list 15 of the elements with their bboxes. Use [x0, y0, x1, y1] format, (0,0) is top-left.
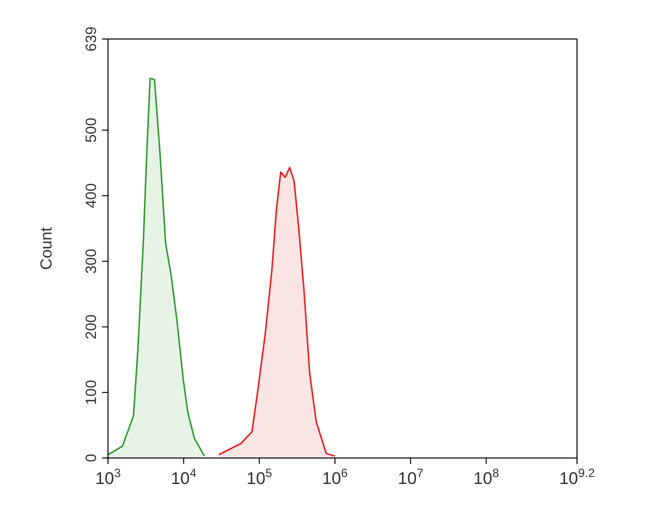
y-tick-label: 0: [83, 454, 100, 462]
y-tick-label: 200: [83, 314, 100, 340]
x-tick-label: 10$^{5}$: [246, 466, 272, 488]
x-tick-label: 10$^{9.2}$: [559, 466, 596, 488]
x-tick-label: 10$^{4}$: [170, 466, 197, 488]
y-tick-label: 500: [83, 118, 100, 143]
x-tick-label: 10$^{7}$: [398, 466, 424, 488]
y-tick-label: 300: [83, 248, 100, 274]
y-axis-title: Count: [38, 226, 56, 270]
y-tick-label: 100: [83, 380, 100, 405]
x-tick-label: 10$^{6}$: [322, 466, 348, 488]
x-tick-label: 10$^{3}$: [95, 466, 122, 488]
x-tick-label: 10$^{8}$: [473, 466, 500, 488]
y-tick-label: 639: [83, 26, 100, 52]
y-tick-label: 400: [83, 183, 100, 208]
